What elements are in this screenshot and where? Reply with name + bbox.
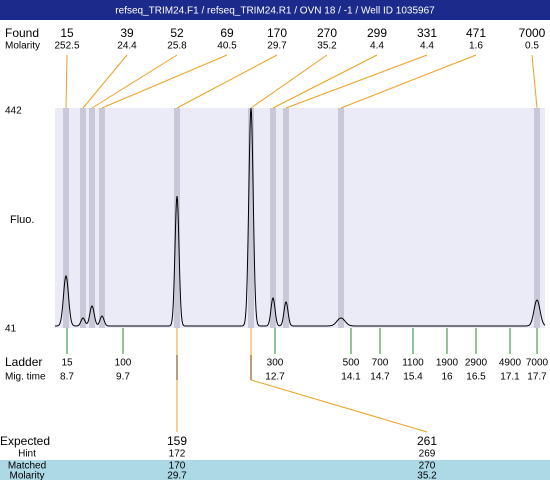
connector — [91, 54, 178, 109]
ladder-size: 500 — [343, 358, 360, 369]
found-label: Found — [5, 26, 39, 40]
expected-molarity-label: Molarity — [9, 471, 44, 480]
trace — [55, 107, 546, 327]
title-bar — [0, 0, 550, 20]
found-size: 15 — [60, 26, 74, 40]
hint: 269 — [419, 449, 436, 460]
title: refseq_TRIM24.F1 / refseq_TRIM24.R1 / OV… — [115, 6, 435, 17]
connector — [285, 54, 428, 109]
connector — [340, 54, 477, 109]
found-molarity: 29.7 — [267, 41, 287, 52]
connector — [272, 54, 378, 109]
expected-molarity: 35.2 — [417, 471, 437, 480]
y-min: 41 — [5, 324, 17, 335]
found-size: 471 — [466, 26, 486, 40]
ladder-time: 9.7 — [116, 372, 130, 383]
found-size: 299 — [367, 26, 387, 40]
ladder-size: 15 — [61, 358, 73, 369]
peak-band — [270, 108, 276, 328]
peak-band — [89, 108, 95, 328]
found-molarity: 25.8 — [167, 41, 187, 52]
found-molarity: 1.6 — [469, 41, 483, 52]
found-molarity: 252.5 — [54, 41, 79, 52]
ladder-size: 300 — [267, 358, 284, 369]
peak-band — [99, 108, 105, 328]
matched: 270 — [419, 461, 436, 472]
ladder-size: 1900 — [436, 358, 459, 369]
found-size: 170 — [267, 26, 287, 40]
peak-band — [80, 108, 86, 328]
hint-label: Hint — [18, 449, 36, 460]
ladder-size: 4900 — [499, 358, 522, 369]
connector — [101, 54, 228, 109]
connector — [82, 54, 128, 109]
ladder-time: 16.5 — [466, 372, 486, 383]
ladder-time: 14.1 — [341, 372, 361, 383]
connector — [176, 54, 278, 109]
connector — [250, 379, 428, 433]
ladder-time: 17.7 — [527, 372, 547, 383]
y-max: 442 — [5, 106, 22, 117]
found-molarity: 0.5 — [525, 41, 539, 52]
expected-molarity: 29.7 — [167, 471, 187, 480]
ladder-size: 700 — [372, 358, 389, 369]
found-size: 270 — [317, 26, 337, 40]
matched-band — [0, 460, 550, 480]
found-molarity: 4.4 — [370, 41, 384, 52]
found-size: 331 — [417, 26, 437, 40]
ladder-time: 17.1 — [500, 372, 520, 383]
found-molarity: 4.4 — [420, 41, 434, 52]
found-molarity: 35.2 — [317, 41, 337, 52]
ladder-time: 12.7 — [265, 372, 285, 383]
peak-band — [63, 108, 69, 328]
connector — [250, 54, 328, 109]
found-size: 39 — [120, 26, 134, 40]
ladder-time: 16 — [441, 372, 453, 383]
found-size: 69 — [220, 26, 234, 40]
time-label: Mig. time — [5, 372, 46, 383]
ladder-size: 100 — [115, 358, 132, 369]
ladder-time: 8.7 — [60, 372, 74, 383]
matched-label: Matched — [8, 461, 46, 472]
found-size: 52 — [170, 26, 184, 40]
peak-band — [174, 108, 180, 328]
peak-band — [248, 108, 254, 328]
connector — [531, 54, 538, 109]
found-size: 7000 — [519, 26, 546, 40]
ladder-size: 7000 — [526, 358, 549, 369]
expected-size: 159 — [167, 434, 187, 448]
ladder-time: 15.4 — [403, 372, 423, 383]
y-label: Fluo. — [10, 214, 34, 226]
matched: 170 — [169, 461, 186, 472]
ladder-size: 1100 — [402, 358, 424, 369]
plot-area — [55, 108, 545, 328]
hint: 172 — [169, 449, 186, 460]
found-molarity: 40.5 — [217, 41, 237, 52]
expected-label: Expected — [0, 434, 50, 448]
peak-band — [534, 108, 540, 328]
found-molarity: 24.4 — [117, 41, 137, 52]
peak-band — [283, 108, 289, 328]
found-molarity-label: Molarity — [5, 41, 40, 52]
peak-band — [338, 108, 344, 328]
ladder-time: 14.7 — [370, 372, 390, 383]
expected-size: 261 — [417, 434, 437, 448]
connector — [65, 54, 68, 109]
ladder-label: Ladder — [5, 355, 42, 369]
ladder-size: 2900 — [465, 358, 488, 369]
